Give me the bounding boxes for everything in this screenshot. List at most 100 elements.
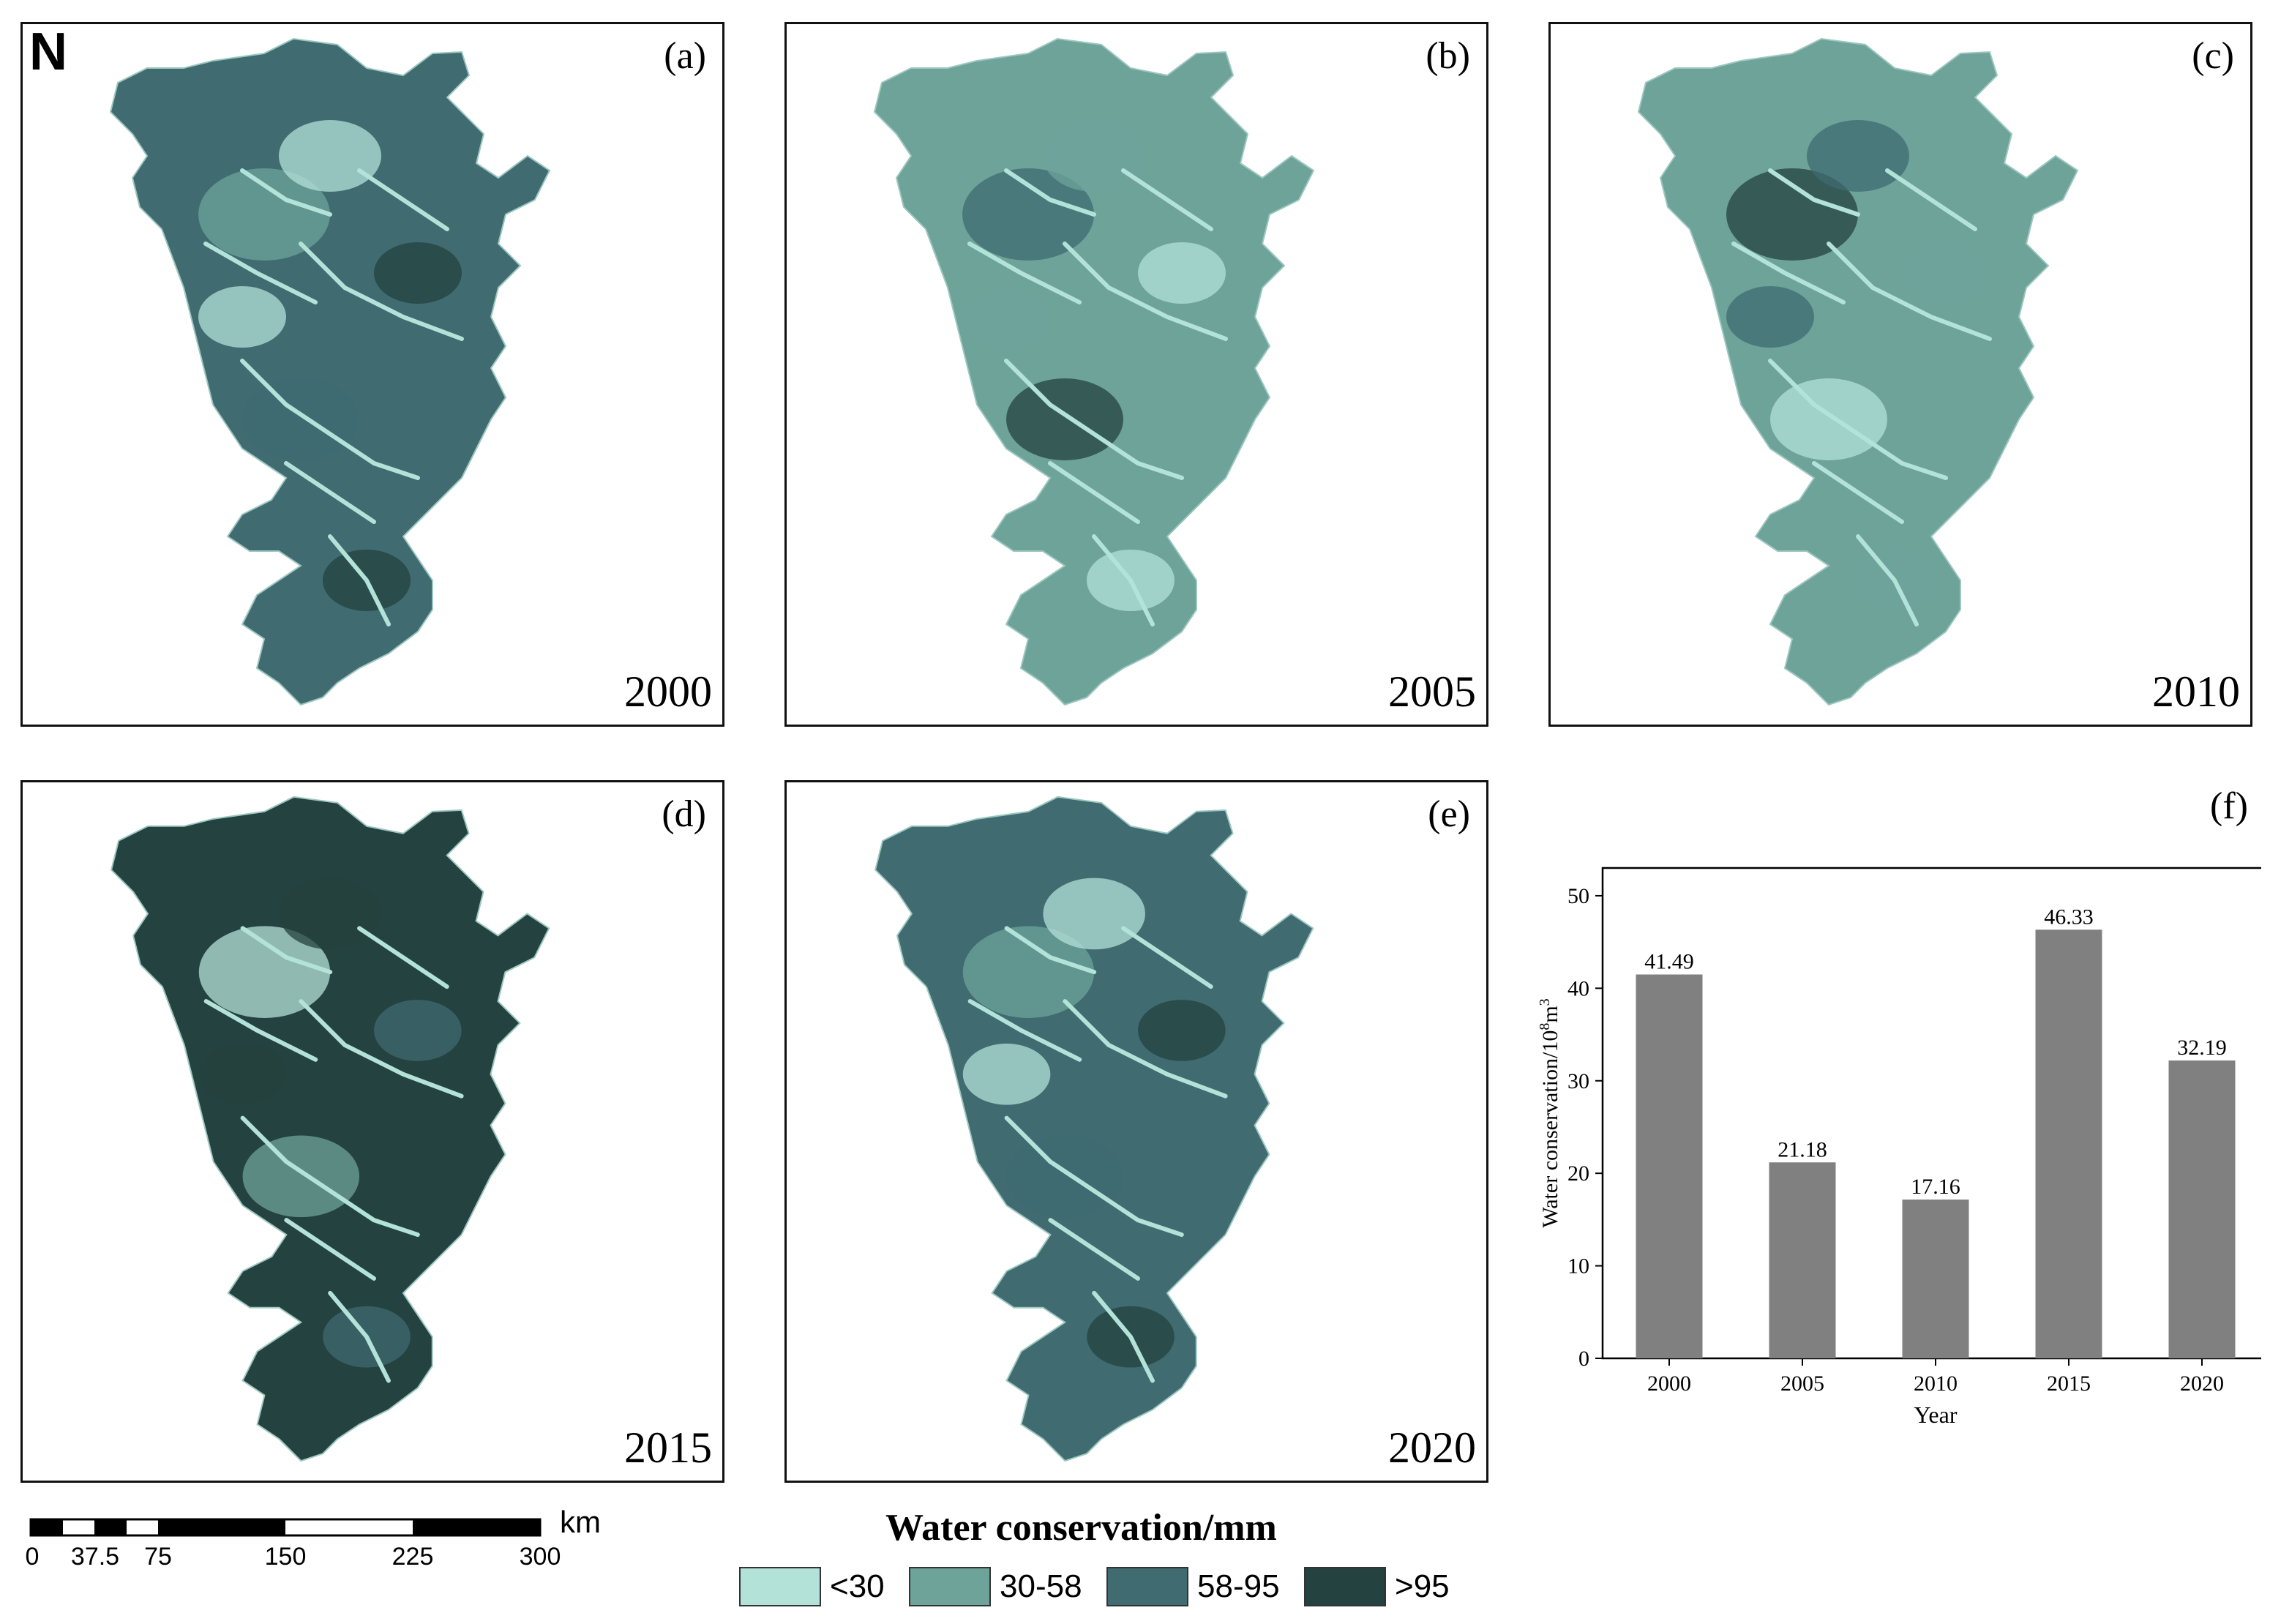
bar-chart: (f) 41.49 21.18 17.16 46.33 32.19 0 10 20 30 40 5… — [1537, 785, 2270, 1428]
north-label: N — [29, 23, 67, 81]
river-line — [1004, 1115, 1184, 1238]
y-tick-label: 40 — [1567, 976, 1589, 1000]
y-tick-label: 30 — [1567, 1069, 1589, 1093]
river-line — [284, 461, 376, 524]
river-line — [1812, 461, 1904, 524]
conservation-patch — [1902, 242, 1990, 304]
river-line — [240, 926, 333, 975]
region-map — [874, 796, 1314, 1462]
panel-year: 2010 — [2152, 667, 2240, 716]
region-map — [873, 37, 1315, 706]
x-tick-label: 2010 — [1914, 1372, 1958, 1396]
bar-value-label: 32.19 — [2177, 1036, 2227, 1060]
river-line — [284, 1218, 376, 1281]
scale-tick-label: 37.5 — [70, 1543, 120, 1571]
river-line — [1004, 926, 1097, 975]
conservation-patch — [279, 120, 381, 192]
conservation-patch — [198, 926, 331, 1018]
scale-tick-label: 150 — [264, 1543, 307, 1571]
bar-value-label: 46.33 — [2044, 905, 2094, 929]
river-line — [357, 168, 449, 231]
x-tick-label: 2005 — [1780, 1372, 1824, 1396]
legend: <30 30-58 58-95 >95 — [739, 1565, 1471, 1609]
y-tick-label: 20 — [1567, 1161, 1589, 1186]
conservation-patch — [1138, 242, 1226, 304]
river-line — [1856, 534, 1919, 626]
panel-year: 2005 — [1388, 667, 1476, 716]
panel-letter: (b) — [1426, 35, 1470, 77]
conservation-patch — [374, 1000, 462, 1061]
river-line — [299, 999, 464, 1099]
river-line — [967, 999, 1082, 1062]
river-line — [1827, 242, 1992, 341]
scale-tick-label: 75 — [144, 1543, 172, 1571]
region-map — [109, 37, 551, 706]
conservation-patch — [1770, 378, 1887, 460]
conservation-patch — [374, 242, 462, 304]
river-line — [328, 1290, 391, 1383]
river-line — [1768, 168, 1860, 217]
river-line — [357, 926, 449, 989]
x-tick-label: 2015 — [2047, 1372, 2091, 1396]
panel-year: 2020 — [1388, 1423, 1476, 1472]
panel-letter: (f) — [2210, 785, 2248, 827]
x-axis-label: Year — [1914, 1402, 1958, 1428]
legend-swatch — [1106, 1567, 1188, 1606]
conservation-patch — [1726, 286, 1814, 348]
conservation-patch — [962, 1043, 1051, 1105]
conservation-patch — [1138, 1000, 1226, 1061]
bar-2005 — [1769, 1162, 1836, 1358]
x-tick-label: 2020 — [2180, 1372, 2224, 1396]
bar-2000 — [1636, 974, 1703, 1358]
river-line — [1004, 359, 1184, 480]
map-panel-2015: (d) 2015 — [20, 780, 724, 1483]
legend-item: 58-95 — [1106, 1565, 1280, 1609]
bar-value-label: 41.49 — [1644, 950, 1694, 974]
legend-label: 58-95 — [1197, 1568, 1280, 1604]
bar-2010 — [1902, 1200, 1969, 1358]
scale-bar-graphic — [29, 1518, 542, 1537]
scale-unit: km — [560, 1505, 601, 1539]
conservation-patch — [962, 926, 1095, 1018]
legend-label: <30 — [830, 1568, 885, 1604]
legend-item: 30-58 — [909, 1565, 1082, 1609]
river-line — [1063, 242, 1228, 341]
legend-swatch — [739, 1567, 821, 1606]
river-line — [1121, 168, 1213, 231]
panel-year: 2015 — [624, 1423, 712, 1472]
bar-value-label: 17.16 — [1911, 1175, 1960, 1199]
conservation-patch — [962, 286, 1050, 348]
river-line — [1048, 461, 1140, 524]
river-line — [1121, 926, 1213, 989]
conservation-patch — [1807, 120, 1909, 192]
river-line — [328, 534, 391, 626]
map-panel-2010: (c) 2010 — [1548, 22, 2252, 727]
conservation-patch — [1006, 1135, 1124, 1218]
scale-tick-label: 0 — [25, 1543, 40, 1571]
panel-letter: (c) — [2192, 35, 2234, 77]
panel-letter: (d) — [662, 793, 706, 835]
river-line — [240, 359, 420, 480]
conservation-patch — [242, 378, 359, 460]
river-line — [299, 242, 464, 341]
scale-tick-label: 225 — [392, 1543, 434, 1571]
y-tick-label: 10 — [1567, 1254, 1589, 1279]
conservation-patch — [242, 1135, 360, 1218]
conservation-patch — [1043, 878, 1145, 950]
conservation-patch — [1043, 120, 1145, 192]
river-line — [1048, 1218, 1140, 1281]
panel-letter: (a) — [664, 35, 706, 77]
legend-item: <30 — [739, 1565, 885, 1609]
river-line — [1063, 999, 1228, 1099]
region-map — [110, 796, 550, 1462]
conservation-patch — [279, 878, 381, 950]
river-line — [1092, 534, 1155, 626]
region-map — [1637, 37, 2079, 706]
y-tick-label: 0 — [1578, 1347, 1589, 1371]
legend-label: 30-58 — [1000, 1568, 1082, 1604]
legend-label: >95 — [1395, 1568, 1450, 1604]
river-line — [240, 1115, 420, 1238]
legend-title: Water conservation/mm — [885, 1507, 1277, 1549]
river-line — [203, 242, 318, 304]
legend-swatch — [909, 1567, 991, 1606]
